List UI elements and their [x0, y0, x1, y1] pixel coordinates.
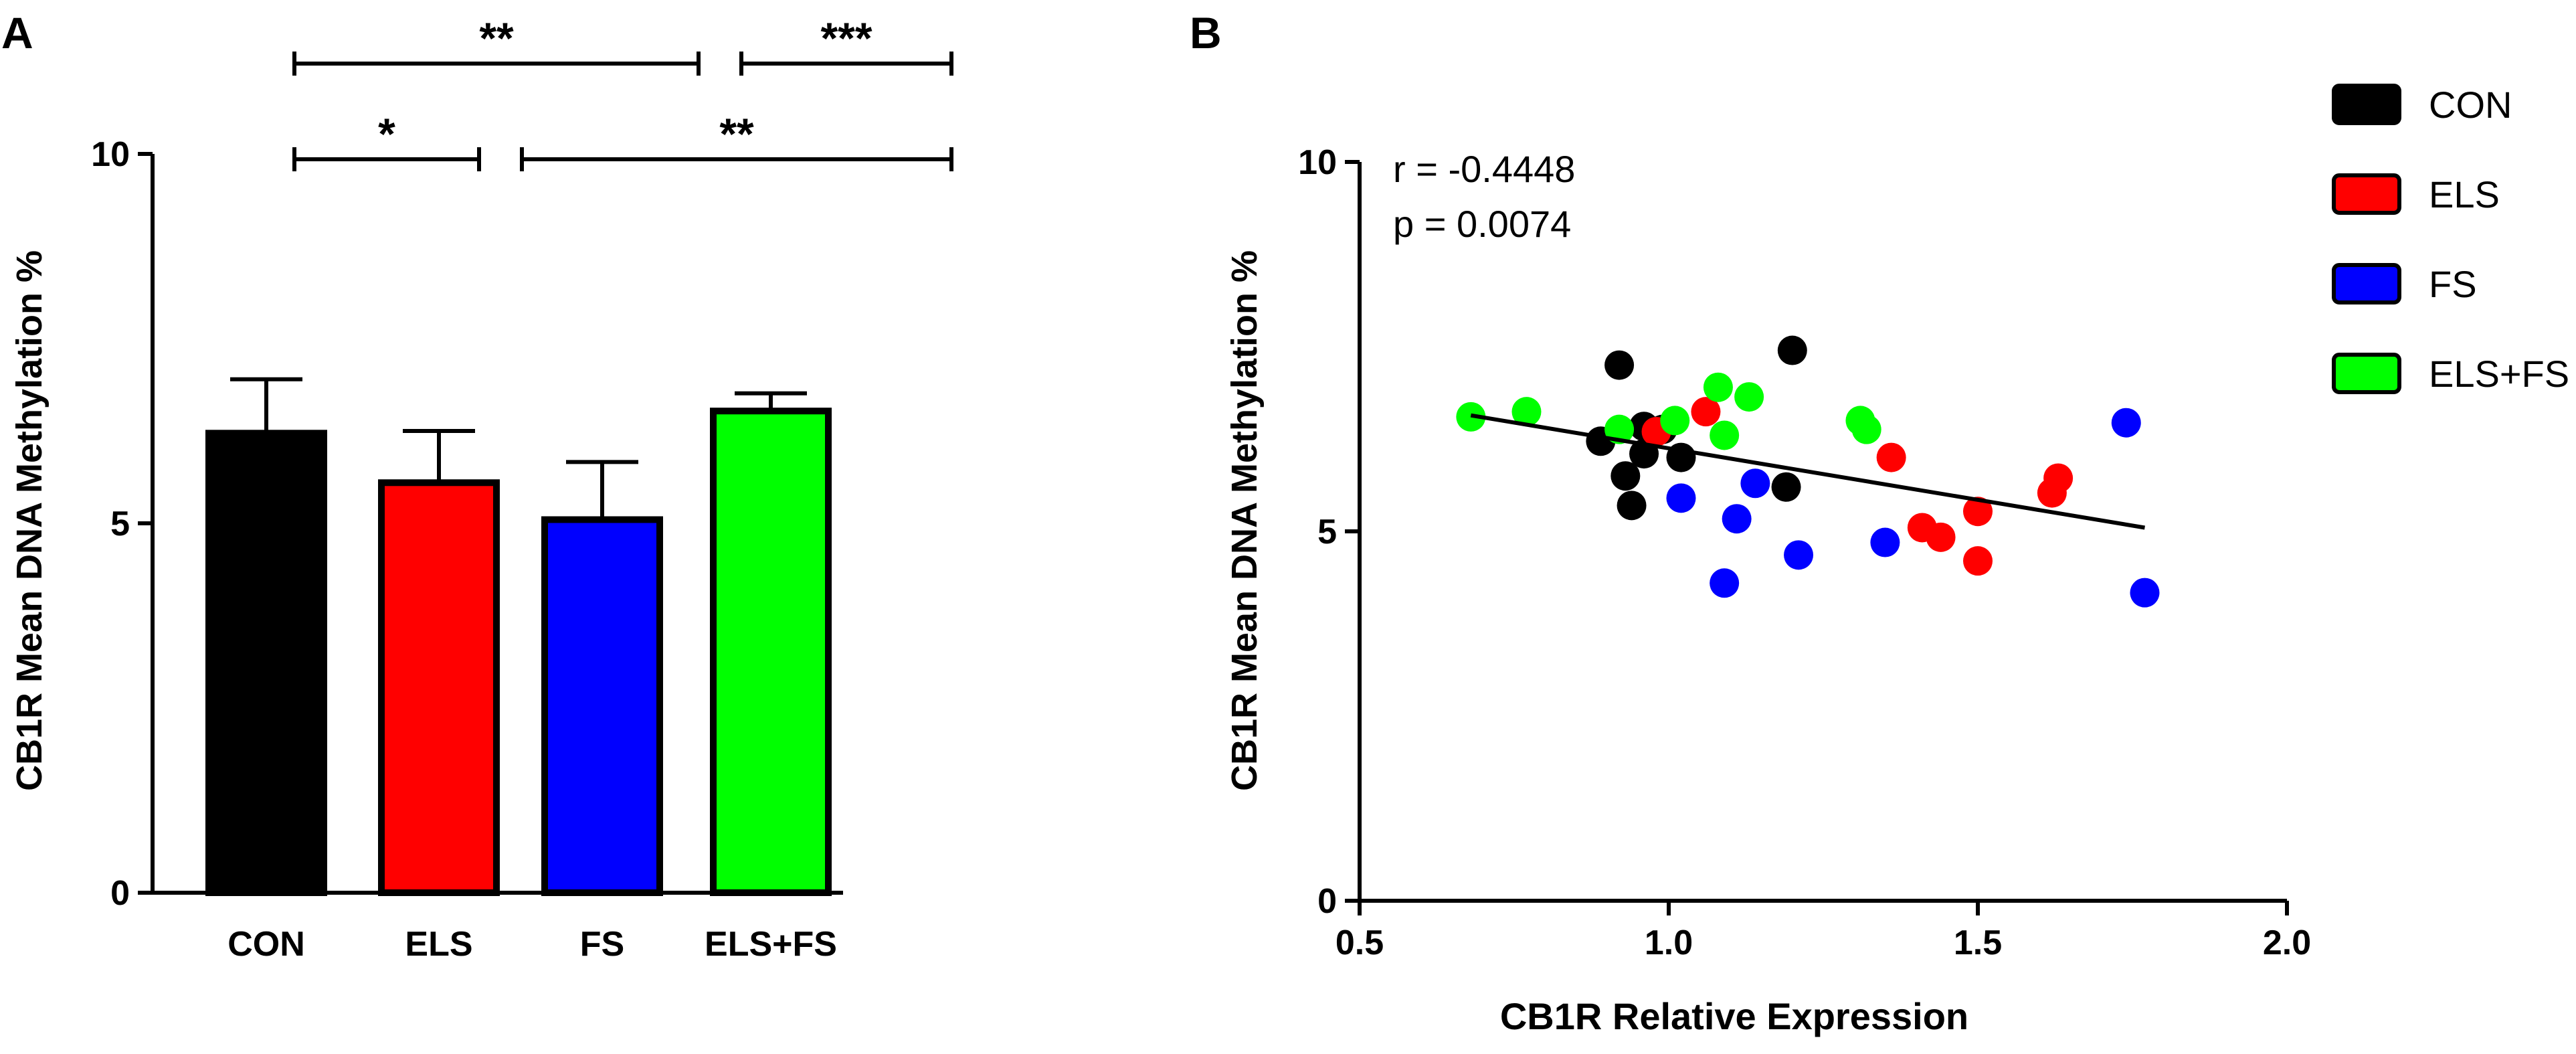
- data-point-els-fs: [1703, 372, 1733, 402]
- panel-b-y-tick-label: 10: [1298, 143, 1337, 182]
- panel-a-x-tick-label: FS: [580, 925, 624, 964]
- panel-b-x-tick-label: 1.5: [1954, 924, 2002, 962]
- p-value-text: p = 0.0074: [1393, 203, 1571, 245]
- data-point-fs: [1784, 540, 1814, 570]
- panel-a-bars: [151, 408, 843, 896]
- data-point-con: [1611, 461, 1641, 491]
- panel-b-legend: CON ELS FS ELS+FS: [2332, 84, 2569, 395]
- data-point-els-fs: [1511, 397, 1542, 427]
- data-point-con: [1604, 350, 1635, 380]
- panel-b-ticks: 0.5 1.0 1.5 2.0 0 5 10: [1298, 143, 2311, 962]
- panel-b-scatter-plot: B CB1R Mean DNA Methylation % CB1R Relat…: [1190, 8, 2569, 1037]
- significance-label: **: [479, 13, 514, 63]
- data-point-fs: [2111, 408, 2141, 438]
- data-point-els-fs: [1851, 414, 1881, 444]
- panel-a-x-tick-labels: CON ELS FS ELS+FS: [227, 925, 837, 964]
- data-point-els-fs: [1604, 414, 1635, 444]
- legend-label: ELS+FS: [2429, 353, 2569, 395]
- panel-b-x-tick-label: 0.5: [1336, 924, 1384, 962]
- data-point-els: [1963, 546, 1993, 576]
- data-point-fs: [2130, 578, 2160, 608]
- data-point-fs: [1722, 504, 1752, 534]
- data-point-els: [1876, 442, 1906, 472]
- data-point-fs: [1740, 468, 1770, 499]
- regression-line: [1470, 413, 2145, 530]
- legend-swatch-els-fs: [2332, 353, 2401, 394]
- significance-label: *: [378, 109, 395, 159]
- panel-b-data-points: [1456, 335, 2160, 608]
- panel-a-y-ticks: 0 5 10: [91, 135, 153, 913]
- panel-b-x-tick-label: 2.0: [2263, 924, 2311, 962]
- correlation-coefficient-text: r = -0.4448: [1393, 148, 1575, 190]
- legend-label: CON: [2429, 84, 2512, 126]
- data-point-con: [1777, 335, 1807, 365]
- data-point-fs: [1710, 568, 1740, 598]
- panel-a-label: A: [1, 8, 33, 58]
- panel-a-y-axis-label: CB1R Mean DNA Methylation %: [9, 250, 50, 791]
- data-point-els: [1963, 497, 1993, 527]
- data-point-els: [2043, 463, 2074, 493]
- panel-a-bar-con: [205, 430, 327, 896]
- panel-a-bar-chart: A CB1R Mean DNA Methylation % 0 5 10 CON EL…: [1, 8, 953, 964]
- data-point-els-fs: [1710, 420, 1740, 450]
- legend-label: ELS: [2429, 173, 2500, 215]
- panel-b-y-axis-label: CB1R Mean DNA Methylation %: [1224, 250, 1265, 791]
- panel-a-y-tick-label: 5: [110, 505, 130, 543]
- data-point-els-fs: [1660, 406, 1690, 436]
- legend-swatch-els: [2332, 173, 2401, 215]
- panel-a-y-tick-label: 10: [91, 135, 130, 174]
- data-point-con: [1617, 491, 1647, 521]
- panel-a-y-tick-label: 0: [110, 874, 130, 913]
- panel-a-significance-brackets: ** **** **: [292, 13, 953, 171]
- panel-b-x-tick-label: 1.0: [1645, 924, 1693, 962]
- panel-a-x-tick-label: CON: [227, 925, 305, 964]
- panel-a-x-tick-label: ELS+FS: [705, 925, 837, 964]
- panel-b-y-tick-label: 0: [1317, 882, 1337, 921]
- legend-swatch-con: [2332, 84, 2401, 125]
- data-point-con: [1771, 472, 1801, 502]
- significance-label: ***: [820, 13, 872, 63]
- legend-label: FS: [2429, 263, 2477, 305]
- data-point-els: [1926, 522, 1956, 552]
- data-point-els-fs: [1734, 382, 1764, 412]
- legend-swatch-fs: [2332, 263, 2401, 304]
- panel-b-x-axis-label: CB1R Relative Expression: [1500, 995, 1968, 1037]
- panel-b-y-tick-label: 5: [1317, 513, 1337, 551]
- data-point-els: [1691, 397, 1721, 427]
- panel-a-error-bars: [230, 377, 807, 520]
- panel-a-bar-els+fs: [710, 408, 832, 896]
- data-point-fs: [1666, 483, 1696, 513]
- panel-b-regression: [1470, 413, 2145, 530]
- data-point-fs: [1870, 527, 1900, 557]
- panel-b-label: B: [1190, 8, 1222, 58]
- panel-a-bar-els: [378, 479, 500, 896]
- panel-a-x-tick-label: ELS: [405, 925, 472, 964]
- panel-a-bar-fs: [541, 516, 663, 896]
- significance-label: **: [719, 109, 754, 159]
